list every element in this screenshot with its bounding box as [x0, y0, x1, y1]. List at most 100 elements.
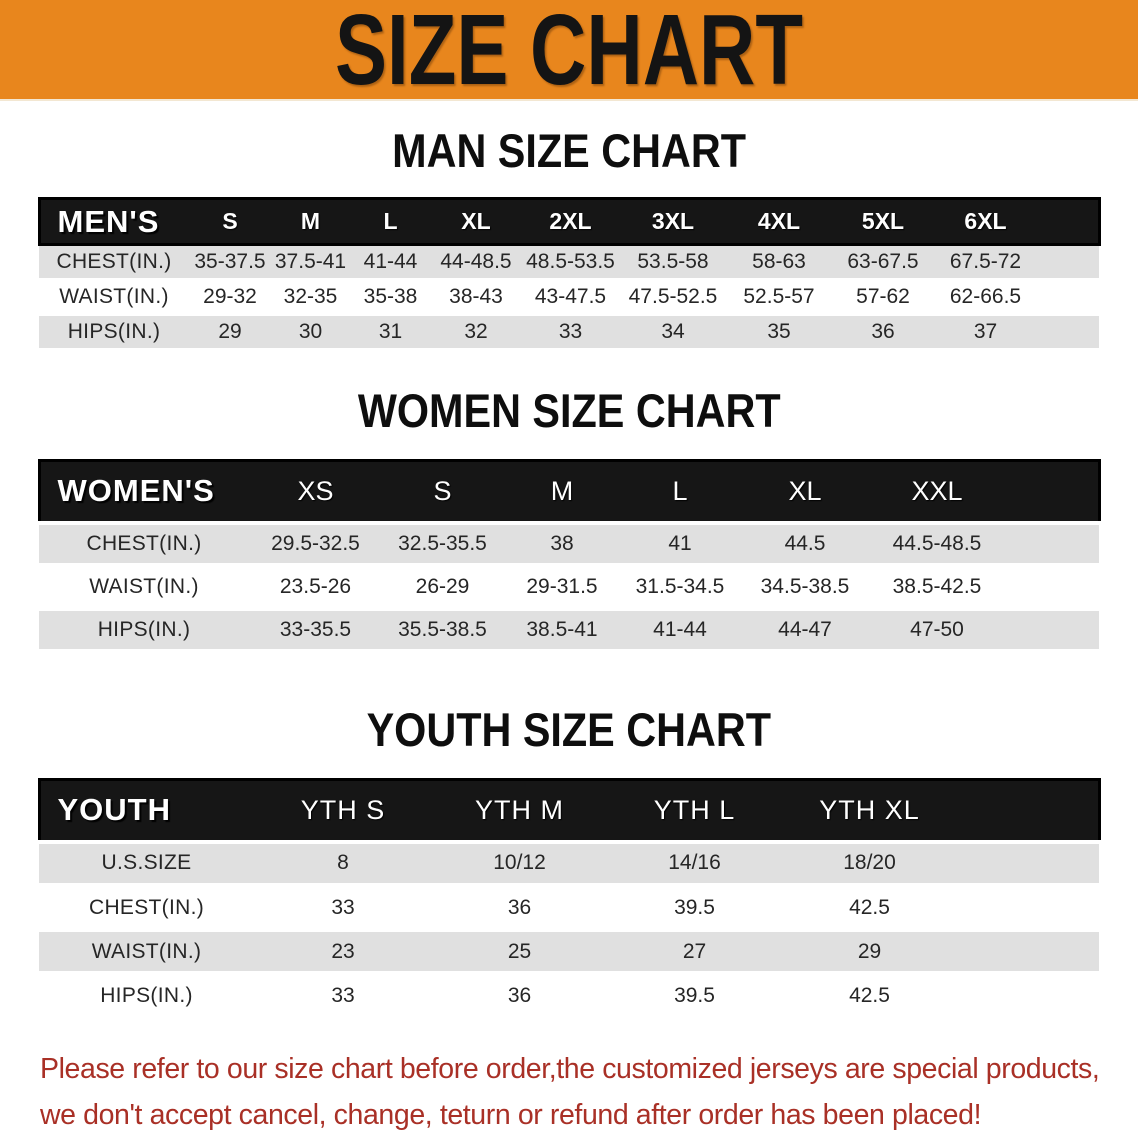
measurement-row: HIPS(IN.) 29 30 31 32 33 34 35 36 37 — [39, 313, 1099, 351]
size-column-header: S — [189, 197, 271, 246]
size-column-header: S — [382, 459, 503, 524]
size-column-header: 4XL — [726, 197, 832, 246]
size-value-cell: 38 — [503, 520, 621, 568]
size-table-header-row: WOMEN'S XS S M L XL XXL — [37, 459, 1101, 524]
size-column-header: L — [621, 459, 739, 524]
size-column-header: XL — [431, 197, 521, 246]
size-value-cell: 67.5-72 — [934, 243, 1037, 281]
size-value-cell: 53.5-58 — [620, 243, 726, 281]
size-column-header: YTH XL — [782, 778, 957, 843]
measure-row-label: WAIST(IN.) — [39, 927, 254, 976]
size-value-cell: 44-47 — [739, 606, 871, 654]
measure-row-label: CHEST(IN.) — [39, 520, 249, 568]
size-value-cell: 42.5 — [782, 971, 957, 1020]
size-column-header: YTH M — [432, 778, 607, 843]
size-column-header: L — [350, 197, 431, 246]
size-value-cell: 38-43 — [431, 278, 521, 316]
size-value-cell: 26-29 — [382, 563, 503, 611]
row-filler — [1003, 606, 1099, 654]
size-column-header: XS — [249, 459, 382, 524]
size-value-cell: 10/12 — [432, 839, 607, 888]
youth-section: YOUTH SIZE CHART YOUTH YTH S YTH M YTH L YTH… — [0, 704, 1138, 1020]
measurement-row: WAIST(IN.) 29-32 32-35 35-38 38-43 43-47.5 47.… — [39, 278, 1099, 316]
size-value-cell: 29-32 — [189, 278, 271, 316]
size-value-cell: 31.5-34.5 — [621, 563, 739, 611]
size-column-header: 6XL — [934, 197, 1037, 246]
size-value-cell: 36 — [832, 313, 934, 351]
size-value-cell: 14/16 — [607, 839, 782, 888]
measure-row-label: U.S.SIZE — [39, 839, 254, 888]
size-value-cell: 37 — [934, 313, 1037, 351]
size-value-cell: 29 — [782, 927, 957, 976]
size-value-cell: 36 — [432, 971, 607, 1020]
header-filler — [957, 778, 1101, 843]
size-value-cell: 41 — [621, 520, 739, 568]
size-value-cell: 41-44 — [350, 243, 431, 281]
size-value-cell: 35.5-38.5 — [382, 606, 503, 654]
row-filler — [1037, 278, 1099, 316]
size-value-cell: 32-35 — [271, 278, 350, 316]
size-value-cell: 63-67.5 — [832, 243, 934, 281]
measurement-row: HIPS(IN.) 33 36 39.5 42.5 — [39, 971, 1099, 1020]
size-value-cell: 43-47.5 — [521, 278, 620, 316]
size-value-cell: 23 — [254, 927, 432, 976]
header-filler — [1003, 459, 1101, 524]
measure-row-label: WAIST(IN.) — [39, 563, 249, 611]
size-value-cell: 27 — [607, 927, 782, 976]
row-filler — [1037, 243, 1099, 281]
table-header-label: YOUTH — [37, 778, 254, 843]
size-value-cell: 32 — [431, 313, 521, 351]
disclaimer-text: Please refer to our size chart before or… — [40, 1046, 1138, 1132]
row-filler — [957, 927, 1099, 976]
size-value-cell: 34 — [620, 313, 726, 351]
measure-row-label: HIPS(IN.) — [39, 971, 254, 1020]
table-header-label: WOMEN'S — [37, 459, 249, 524]
size-column-header: 5XL — [832, 197, 934, 246]
size-column-header: XL — [739, 459, 871, 524]
size-value-cell: 36 — [432, 883, 607, 932]
measure-row-label: WAIST(IN.) — [39, 278, 189, 316]
size-value-cell: 38.5-41 — [503, 606, 621, 654]
size-value-cell: 44.5 — [739, 520, 871, 568]
size-value-cell: 33-35.5 — [249, 606, 382, 654]
size-value-cell: 8 — [254, 839, 432, 888]
size-value-cell: 34.5-38.5 — [739, 563, 871, 611]
measurement-row: CHEST(IN.) 35-37.5 37.5-41 41-44 44-48.5 48.5… — [39, 243, 1099, 281]
womens-size-table-host: WOMEN'S XS S M L XL XXL CHEST(IN.) 29.5-32.5 32.5… — [0, 459, 1138, 654]
size-value-cell: 41-44 — [621, 606, 739, 654]
size-value-cell: 39.5 — [607, 883, 782, 932]
mens-section: MAN SIZE CHART MEN'S S M L XL 2XL 3XL 4XL 5XL 6XL… — [0, 125, 1138, 351]
size-value-cell: 23.5-26 — [249, 563, 382, 611]
size-value-cell: 33 — [254, 883, 432, 932]
size-value-cell: 29-31.5 — [503, 563, 621, 611]
row-filler — [1003, 563, 1099, 611]
women-size-chart-heading: WOMEN SIZE CHART — [357, 384, 781, 437]
size-value-cell: 39.5 — [607, 971, 782, 1020]
size-value-cell: 32.5-35.5 — [382, 520, 503, 568]
measure-row-label: CHEST(IN.) — [39, 883, 254, 932]
size-column-header: YTH S — [254, 778, 432, 843]
size-chart-banner: SIZE CHART — [0, 0, 1138, 101]
size-column-header: XXL — [871, 459, 1003, 524]
size-value-cell: 57-62 — [832, 278, 934, 316]
row-filler — [1037, 313, 1099, 351]
disclaimer-line-2: we don't accept cancel, change, teturn o… — [40, 1099, 982, 1131]
header-filler — [1037, 197, 1101, 246]
row-filler — [957, 971, 1099, 1020]
size-column-header: 3XL — [620, 197, 726, 246]
measurement-row: U.S.SIZE 8 10/12 14/16 18/20 — [39, 839, 1099, 888]
size-value-cell: 44.5-48.5 — [871, 520, 1003, 568]
table-header-label: MEN'S — [37, 197, 189, 246]
size-value-cell: 18/20 — [782, 839, 957, 888]
size-value-cell: 58-63 — [726, 243, 832, 281]
youth-size-chart-heading: YOUTH SIZE CHART — [366, 703, 772, 756]
youth-size-table-host: YOUTH YTH S YTH M YTH L YTH XL U.S.SIZE 8 10/12… — [0, 778, 1138, 1020]
measure-row-label: HIPS(IN.) — [39, 606, 249, 654]
measure-row-label: HIPS(IN.) — [39, 313, 189, 351]
size-value-cell: 35 — [726, 313, 832, 351]
row-filler — [957, 883, 1099, 932]
size-value-cell: 48.5-53.5 — [521, 243, 620, 281]
size-value-cell: 47-50 — [871, 606, 1003, 654]
youth-size-table: YOUTH YTH S YTH M YTH L YTH XL U.S.SIZE 8 10/12… — [37, 778, 1101, 1020]
measurement-row: CHEST(IN.) 29.5-32.5 32.5-35.5 38 41 44.5 44.5… — [39, 520, 1099, 568]
